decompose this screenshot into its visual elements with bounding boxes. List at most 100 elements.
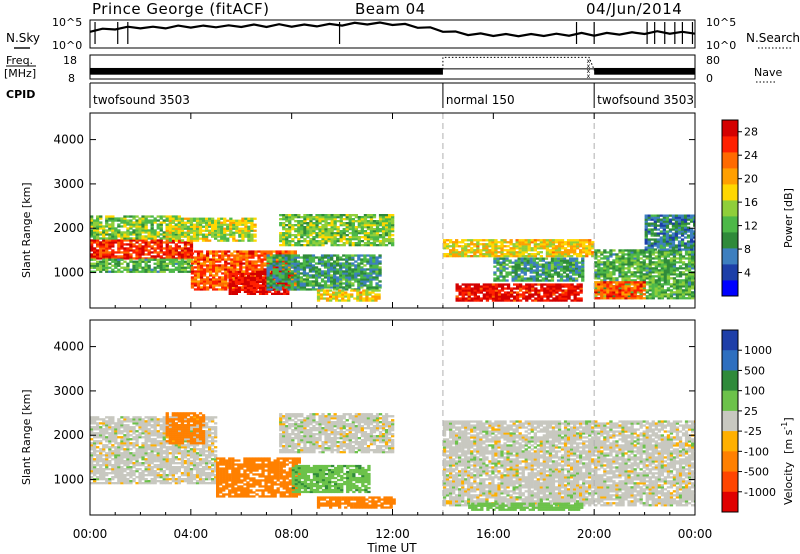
heat-cell-10-3464 [488, 297, 493, 300]
heat-cell-11-3700 [493, 277, 497, 280]
heat-cell-1-363 [135, 262, 139, 265]
heat-cell-11-3869 [547, 279, 552, 282]
heat-cell-7-2552 [315, 244, 319, 247]
heat-cell-6-2335 [366, 260, 370, 263]
heat-cell-8-2981 [365, 297, 369, 300]
heat-cell-12-4668 [691, 263, 695, 266]
heat-cell-3-1116 [254, 264, 258, 267]
heat-cell-5-1642 [195, 233, 200, 236]
heat-cell-6-1901 [278, 280, 282, 283]
heat-cell-6-2209 [342, 282, 346, 285]
heat-cell-7-2404 [279, 224, 283, 227]
heat-cell-10-3432 [473, 285, 477, 288]
heat-cell-7-2808 [369, 214, 374, 217]
heat-cell-0-83 [117, 245, 121, 248]
heat-cell-3-920 [221, 286, 225, 289]
heat-cell-10-3577 [534, 299, 538, 302]
heat-cell-7-2581 [321, 242, 325, 245]
heat-cell-0-95 [123, 257, 127, 260]
heat-cell-5-1683 [208, 231, 212, 234]
heat-cell-12-4349 [645, 263, 649, 266]
heat-cell-2-687 [156, 219, 160, 222]
heat-cell-0-100 [123, 247, 127, 250]
heat-cell-8-2958 [347, 293, 351, 296]
heat-cell-9-3246 [542, 247, 546, 250]
heat-cell-3-1288 [284, 250, 288, 253]
heat-cell-11-3969 [575, 259, 579, 262]
heat-cell-12-4070 [603, 261, 607, 264]
heat-cell-9-3316 [566, 239, 571, 242]
heat-cell-10-3520 [506, 283, 511, 286]
heat-cell-10-3653 [561, 283, 565, 286]
heat-cell-2-596 [129, 225, 133, 228]
heat-cell-5-1830 [250, 217, 254, 220]
heat-cell-3-948 [224, 262, 228, 265]
heat-cell-9-3320 [570, 247, 574, 250]
heat-cell-12-4485 [663, 251, 667, 254]
heat-cell-4-1345 [228, 286, 232, 289]
heat-cell-0-218 [168, 249, 172, 252]
heat-cell-11-3755 [511, 265, 515, 268]
heat-cell-0-130 [135, 249, 139, 252]
heat-cell-10-3587 [537, 293, 541, 296]
heat-cell-3-998 [233, 262, 237, 265]
heat-cell-5-1752 [229, 233, 233, 236]
heat-cell-3-784 [196, 288, 201, 291]
heat-cell-6-2332 [366, 272, 370, 275]
heat-cell-6-1986 [296, 282, 300, 285]
heat-cell-1-289 [93, 264, 97, 267]
heat-cell-10-3523 [510, 293, 514, 296]
heat-cell-12-4087 [606, 267, 610, 270]
heat-cell-2-554 [114, 219, 118, 222]
heat-cell-5-1630 [192, 235, 197, 238]
heat-cell-1-448 [180, 262, 185, 265]
heat-cell-7-2890 [388, 218, 392, 221]
heat-cell-11-3957 [572, 261, 576, 264]
heat-cell-0-138 [138, 251, 142, 254]
heat-cell-13-4757 [615, 289, 619, 292]
heat-cell-14-4861 [647, 214, 651, 217]
heat-cell-12-4584 [678, 265, 683, 268]
heat-cell-8-2990 [371, 299, 375, 302]
heat-cell-1-429 [171, 264, 175, 267]
heat-cell-6-1968 [293, 288, 297, 291]
heat-cell-11-3839 [535, 257, 539, 260]
heat-cell-11-3798 [523, 259, 527, 262]
heat-cell-12-4547 [672, 255, 677, 258]
heat-cell-12-4248 [630, 259, 634, 262]
heat-cell-7-2463 [294, 236, 298, 239]
heat-cell-6-2281 [357, 286, 361, 289]
heat-cell-5-1734 [223, 235, 227, 238]
heat-cell-5-1790 [241, 235, 245, 238]
heat-cell-1-311 [105, 266, 109, 269]
heat-cell-5-1726 [220, 229, 224, 232]
heat-cell-12-4599 [681, 281, 686, 284]
heat-cell-3-942 [224, 274, 228, 277]
heat-cell-10-3507 [503, 297, 508, 300]
heat-cell-12-4288 [636, 261, 640, 264]
heat-cell-7-2894 [391, 242, 395, 245]
heat-cell-0-128 [135, 253, 139, 256]
heat-cell-12-4013 [597, 291, 601, 294]
heat-cell-3-952 [224, 252, 228, 255]
heat-cell-7-2892 [388, 214, 392, 217]
heat-cell-14-4938 [665, 244, 670, 247]
heat-cell-3-1296 [287, 266, 291, 269]
heat-cell-12-4696 [694, 251, 695, 254]
heat-cell-7-2434 [285, 216, 289, 219]
heat-cell-6-2222 [345, 284, 349, 287]
heat-cell-13-4817 [639, 297, 643, 300]
heat-cell-0-127 [135, 255, 139, 258]
heat-cell-4-1400 [246, 288, 251, 291]
heat-cell-6-2073 [311, 256, 316, 259]
heat-cell-9-3079 [473, 243, 477, 246]
heat-cell-12-4366 [648, 271, 652, 274]
heat-cell-12-4179 [621, 273, 625, 276]
heat-cell-9-3135 [494, 239, 498, 242]
heat-cell-12-4489 [666, 293, 671, 296]
heat-cell-8-2944 [338, 289, 342, 292]
heat-cell-7-2447 [288, 220, 292, 223]
heat-cell-13-4736 [606, 281, 610, 284]
heat-cell-5-1677 [205, 223, 209, 226]
heat-cell-7-2522 [306, 216, 310, 219]
